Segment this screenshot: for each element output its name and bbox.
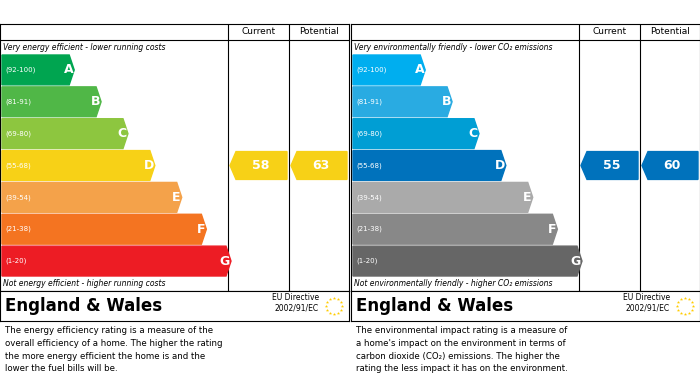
Text: E: E [172, 191, 181, 204]
Text: Environmental Impact (CO₂) Rating: Environmental Impact (CO₂) Rating [356, 5, 618, 18]
Text: Energy Efficiency Rating: Energy Efficiency Rating [5, 5, 188, 18]
Text: A: A [414, 63, 424, 76]
Text: England & Wales: England & Wales [356, 297, 513, 315]
Polygon shape [2, 214, 206, 244]
Text: (81-91): (81-91) [356, 99, 382, 105]
Text: (69-80): (69-80) [356, 130, 382, 137]
Text: 58: 58 [252, 159, 270, 172]
Text: F: F [197, 223, 205, 236]
Text: EU Directive
2002/91/EC: EU Directive 2002/91/EC [623, 293, 670, 313]
Text: (39-54): (39-54) [5, 194, 31, 201]
Polygon shape [353, 214, 557, 244]
Polygon shape [353, 246, 582, 276]
Text: (1-20): (1-20) [356, 258, 377, 264]
Text: (55-68): (55-68) [356, 162, 382, 169]
Text: Very environmentally friendly - lower CO₂ emissions: Very environmentally friendly - lower CO… [354, 43, 552, 52]
Text: Very energy efficient - lower running costs: Very energy efficient - lower running co… [3, 43, 165, 52]
Polygon shape [353, 151, 506, 180]
Text: (92-100): (92-100) [356, 67, 386, 73]
Text: 63: 63 [312, 159, 330, 172]
Polygon shape [353, 55, 425, 85]
Text: (55-68): (55-68) [5, 162, 31, 169]
Text: (1-20): (1-20) [5, 258, 27, 264]
Text: B: B [90, 95, 100, 108]
Polygon shape [581, 152, 638, 179]
Polygon shape [353, 119, 479, 149]
Text: (81-91): (81-91) [5, 99, 31, 105]
Text: (92-100): (92-100) [5, 67, 36, 73]
Text: D: D [495, 159, 505, 172]
Text: E: E [523, 191, 532, 204]
Text: The energy efficiency rating is a measure of the
overall efficiency of a home. T: The energy efficiency rating is a measur… [5, 326, 223, 373]
Text: (69-80): (69-80) [5, 130, 31, 137]
Polygon shape [353, 183, 533, 212]
Polygon shape [291, 152, 347, 179]
Text: (21-38): (21-38) [5, 226, 31, 233]
Text: A: A [64, 63, 74, 76]
Polygon shape [353, 87, 452, 117]
Text: The environmental impact rating is a measure of
a home's impact on the environme: The environmental impact rating is a mea… [356, 326, 568, 373]
Polygon shape [2, 183, 182, 212]
Polygon shape [2, 246, 231, 276]
Text: Not environmentally friendly - higher CO₂ emissions: Not environmentally friendly - higher CO… [354, 280, 552, 289]
Text: Current: Current [592, 27, 626, 36]
Polygon shape [642, 152, 698, 179]
Polygon shape [230, 152, 287, 179]
Polygon shape [2, 55, 74, 85]
Text: C: C [118, 127, 127, 140]
Text: F: F [548, 223, 556, 236]
Text: C: C [469, 127, 478, 140]
Text: EU Directive
2002/91/EC: EU Directive 2002/91/EC [272, 293, 319, 313]
Text: D: D [144, 159, 154, 172]
Polygon shape [2, 119, 128, 149]
Text: G: G [220, 255, 230, 267]
Text: 55: 55 [603, 159, 620, 172]
Text: (39-54): (39-54) [356, 194, 382, 201]
Text: England & Wales: England & Wales [5, 297, 162, 315]
Polygon shape [2, 87, 101, 117]
Text: Not energy efficient - higher running costs: Not energy efficient - higher running co… [3, 280, 165, 289]
Text: Potential: Potential [650, 27, 690, 36]
Text: B: B [442, 95, 451, 108]
Text: Potential: Potential [299, 27, 339, 36]
Polygon shape [2, 151, 155, 180]
Text: G: G [570, 255, 581, 267]
Text: (21-38): (21-38) [356, 226, 382, 233]
Text: 60: 60 [664, 159, 680, 172]
Text: Current: Current [241, 27, 276, 36]
